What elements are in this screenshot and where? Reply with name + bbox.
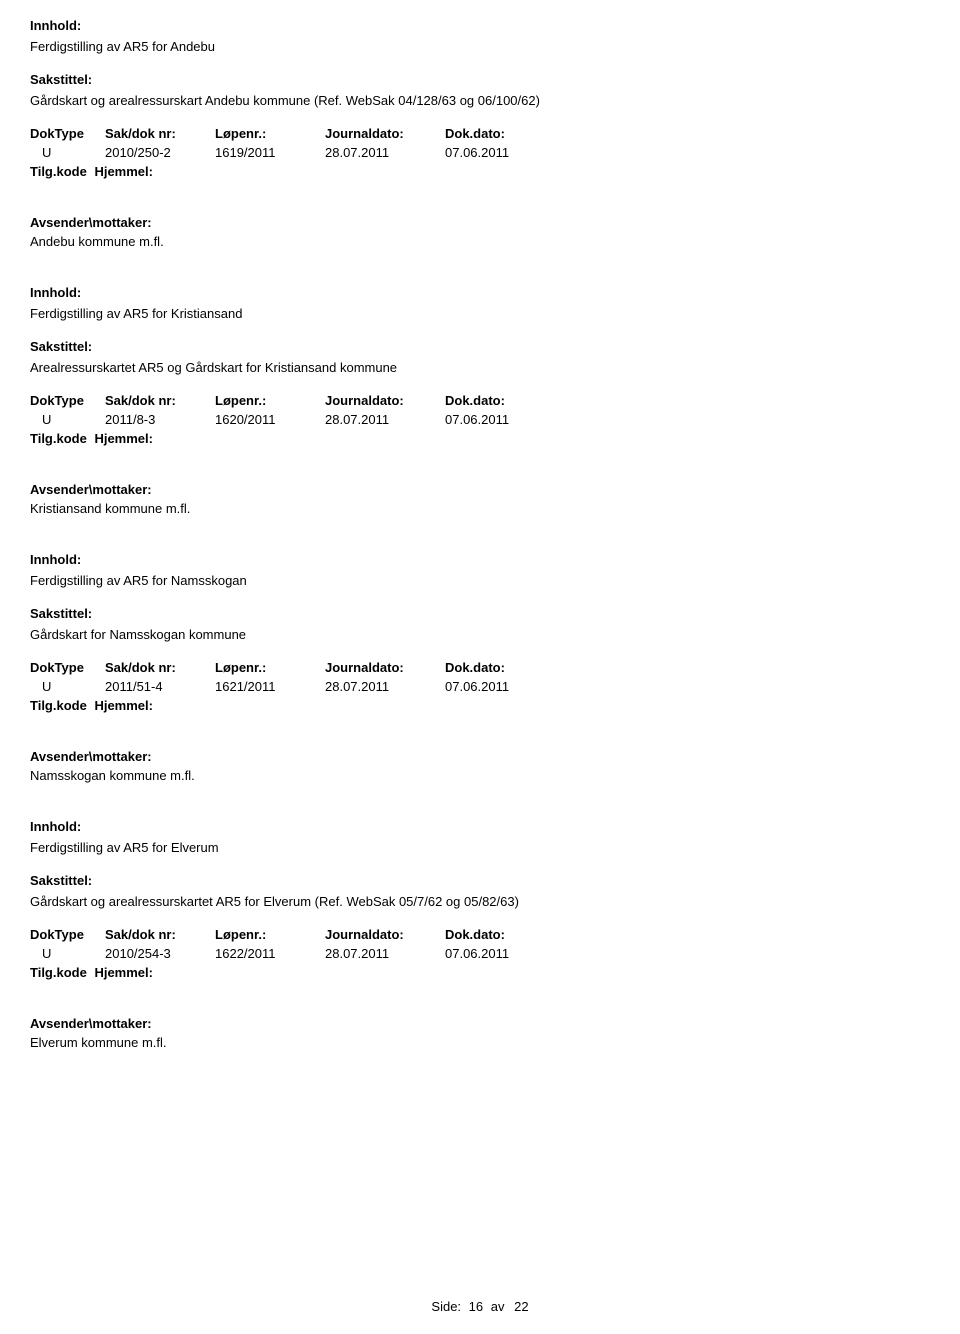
innhold-text: Ferdigstilling av AR5 for Kristiansand xyxy=(30,306,930,321)
table-row: U 2010/250-2 1619/2011 28.07.2011 07.06.… xyxy=(30,145,930,160)
table-header: DokType Sak/dok nr: Løpenr.: Journaldato… xyxy=(30,126,930,141)
col-doktype-header: DokType xyxy=(30,126,105,141)
sakstittel-text: Gårdskart og arealressurskartet AR5 for … xyxy=(30,894,930,909)
tilgkode-row: Tilg.kode Hjemmel: xyxy=(30,965,930,980)
table-header: DokType Sak/dok nr: Løpenr.: Journaldato… xyxy=(30,660,930,675)
col-dokdato-header: Dok.dato: xyxy=(445,393,545,408)
sakstittel-label: Sakstittel: xyxy=(30,606,930,621)
doktype-value: U xyxy=(30,679,105,694)
avsender-text: Namsskogan kommune m.fl. xyxy=(30,768,930,783)
footer-page-num: 16 xyxy=(469,1299,483,1314)
sakstittel-text: Gårdskart og arealressurskart Andebu kom… xyxy=(30,93,930,108)
col-lopenr-header: Løpenr.: xyxy=(215,393,325,408)
table-header: DokType Sak/dok nr: Løpenr.: Journaldato… xyxy=(30,927,930,942)
dokdato-value: 07.06.2011 xyxy=(445,412,545,427)
col-doktype-header: DokType xyxy=(30,660,105,675)
col-doktype-header: DokType xyxy=(30,927,105,942)
sakstittel-text: Gårdskart for Namsskogan kommune xyxy=(30,627,930,642)
avsender-label: Avsender\mottaker: xyxy=(30,215,930,230)
record: Innhold: Ferdigstilling av AR5 for Andeb… xyxy=(30,18,930,249)
col-saknr-header: Sak/dok nr: xyxy=(105,927,215,942)
col-journaldato-header: Journaldato: xyxy=(325,393,445,408)
innhold-label: Innhold: xyxy=(30,285,930,300)
saknr-value: 2011/8-3 xyxy=(105,412,215,427)
avsender-label: Avsender\mottaker: xyxy=(30,1016,930,1031)
table-row: U 2010/254-3 1622/2011 28.07.2011 07.06.… xyxy=(30,946,930,961)
table-row: U 2011/51-4 1621/2011 28.07.2011 07.06.2… xyxy=(30,679,930,694)
saknr-value: 2010/254-3 xyxy=(105,946,215,961)
avsender-text: Elverum kommune m.fl. xyxy=(30,1035,930,1050)
lopenr-value: 1622/2011 xyxy=(215,946,325,961)
sakstittel-label: Sakstittel: xyxy=(30,339,930,354)
tilgkode-label: Tilg.kode xyxy=(30,698,87,713)
tilgkode-label: Tilg.kode xyxy=(30,164,87,179)
col-dokdato-header: Dok.dato: xyxy=(445,927,545,942)
doktype-value: U xyxy=(30,412,105,427)
col-lopenr-header: Løpenr.: xyxy=(215,126,325,141)
page-footer: Side: 16 av 22 xyxy=(0,1299,960,1314)
col-saknr-header: Sak/dok nr: xyxy=(105,126,215,141)
footer-total: 22 xyxy=(514,1299,528,1314)
sakstittel-text: Arealressurskartet AR5 og Gårdskart for … xyxy=(30,360,930,375)
col-journaldato-header: Journaldato: xyxy=(325,660,445,675)
hjemmel-label: Hjemmel: xyxy=(94,965,153,980)
journaldato-value: 28.07.2011 xyxy=(325,412,445,427)
doktype-value: U xyxy=(30,946,105,961)
record: Innhold: Ferdigstilling av AR5 for Namss… xyxy=(30,552,930,783)
col-dokdato-header: Dok.dato: xyxy=(445,126,545,141)
col-doktype-header: DokType xyxy=(30,393,105,408)
saknr-value: 2011/51-4 xyxy=(105,679,215,694)
sakstittel-label: Sakstittel: xyxy=(30,72,930,87)
col-lopenr-header: Løpenr.: xyxy=(215,660,325,675)
table-row: U 2011/8-3 1620/2011 28.07.2011 07.06.20… xyxy=(30,412,930,427)
innhold-label: Innhold: xyxy=(30,552,930,567)
table-header: DokType Sak/dok nr: Løpenr.: Journaldato… xyxy=(30,393,930,408)
journaldato-value: 28.07.2011 xyxy=(325,946,445,961)
col-saknr-header: Sak/dok nr: xyxy=(105,660,215,675)
col-saknr-header: Sak/dok nr: xyxy=(105,393,215,408)
col-lopenr-header: Løpenr.: xyxy=(215,927,325,942)
tilgkode-row: Tilg.kode Hjemmel: xyxy=(30,431,930,446)
innhold-text: Ferdigstilling av AR5 for Andebu xyxy=(30,39,930,54)
lopenr-value: 1620/2011 xyxy=(215,412,325,427)
dokdato-value: 07.06.2011 xyxy=(445,679,545,694)
record: Innhold: Ferdigstilling av AR5 for Krist… xyxy=(30,285,930,516)
sakstittel-label: Sakstittel: xyxy=(30,873,930,888)
avsender-text: Andebu kommune m.fl. xyxy=(30,234,930,249)
avsender-label: Avsender\mottaker: xyxy=(30,749,930,764)
hjemmel-label: Hjemmel: xyxy=(94,164,153,179)
col-dokdato-header: Dok.dato: xyxy=(445,660,545,675)
tilgkode-label: Tilg.kode xyxy=(30,431,87,446)
col-journaldato-header: Journaldato: xyxy=(325,126,445,141)
dokdato-value: 07.06.2011 xyxy=(445,145,545,160)
footer-av: av xyxy=(491,1299,505,1314)
lopenr-value: 1619/2011 xyxy=(215,145,325,160)
avsender-label: Avsender\mottaker: xyxy=(30,482,930,497)
col-journaldato-header: Journaldato: xyxy=(325,927,445,942)
footer-side-label: Side: xyxy=(431,1299,461,1314)
doktype-value: U xyxy=(30,145,105,160)
hjemmel-label: Hjemmel: xyxy=(94,431,153,446)
hjemmel-label: Hjemmel: xyxy=(94,698,153,713)
innhold-label: Innhold: xyxy=(30,18,930,33)
tilgkode-row: Tilg.kode Hjemmel: xyxy=(30,164,930,179)
tilgkode-label: Tilg.kode xyxy=(30,965,87,980)
saknr-value: 2010/250-2 xyxy=(105,145,215,160)
avsender-text: Kristiansand kommune m.fl. xyxy=(30,501,930,516)
innhold-text: Ferdigstilling av AR5 for Namsskogan xyxy=(30,573,930,588)
dokdato-value: 07.06.2011 xyxy=(445,946,545,961)
innhold-label: Innhold: xyxy=(30,819,930,834)
journaldato-value: 28.07.2011 xyxy=(325,145,445,160)
innhold-text: Ferdigstilling av AR5 for Elverum xyxy=(30,840,930,855)
lopenr-value: 1621/2011 xyxy=(215,679,325,694)
tilgkode-row: Tilg.kode Hjemmel: xyxy=(30,698,930,713)
journaldato-value: 28.07.2011 xyxy=(325,679,445,694)
record: Innhold: Ferdigstilling av AR5 for Elver… xyxy=(30,819,930,1050)
